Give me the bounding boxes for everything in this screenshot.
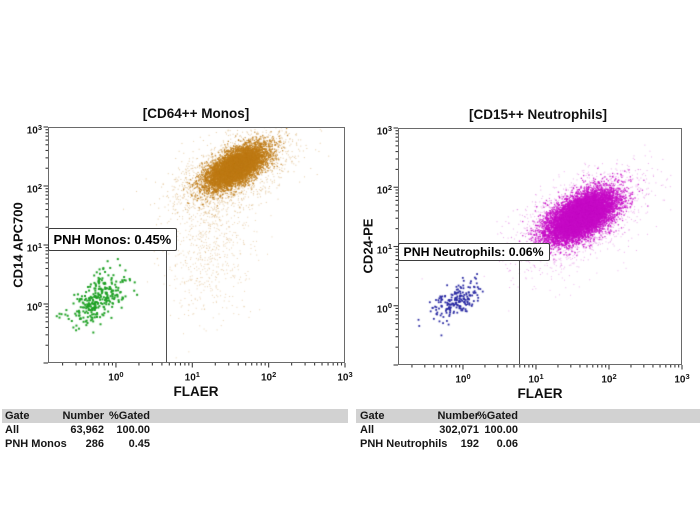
pnh-neutrophils-gate-label[interactable]: PNH Neutrophils: 0.06% xyxy=(397,243,550,262)
cell-gate-name: All xyxy=(360,424,375,436)
cell-number: 302,071 xyxy=(439,424,479,436)
table-header-row: Gate Number %Gated xyxy=(356,409,700,423)
cell-pct-gated: 100.00 xyxy=(484,424,518,436)
axis-ticks-neutrophils xyxy=(393,127,683,370)
x-tick-label: 101 xyxy=(528,371,544,386)
x-tick-label: 103 xyxy=(674,371,690,386)
x-tick-label: 102 xyxy=(260,369,277,384)
x-tick-label: 100 xyxy=(455,371,471,386)
x-tick-label: 100 xyxy=(108,369,124,384)
x-axis-label-flaer-left: FLAER xyxy=(173,384,219,399)
y-tick-label: 100 xyxy=(26,299,42,314)
axis-ticks-monos xyxy=(43,126,346,368)
plot-title-neutrophils: [CD15++ Neutrophils] xyxy=(468,107,608,122)
cell-pct-gated: 0.06 xyxy=(496,437,518,450)
y-tick-label: 102 xyxy=(376,182,392,197)
x-axis-label-flaer-right: FLAER xyxy=(517,386,563,401)
y-tick-label: 101 xyxy=(26,240,42,255)
y-tick-label: 100 xyxy=(376,301,392,316)
plot-title-monos: [CD64++ Monos] xyxy=(142,106,250,121)
table-header-row: Gate Number %Gated xyxy=(2,409,348,423)
cell-gate-name: PNH Monos xyxy=(5,437,67,450)
header-number: Number xyxy=(62,410,104,422)
y-tick-label: 102 xyxy=(26,181,42,196)
x-tick-label: 102 xyxy=(601,371,617,386)
y-tick-label: 101 xyxy=(376,242,392,256)
cell-number: 63,962 xyxy=(70,424,104,436)
cell-number: 286 xyxy=(85,437,104,450)
table-row-pnh-monos: PNH Monos 286 0.45 xyxy=(2,437,348,451)
cell-pct-gated: 0.45 xyxy=(128,437,150,450)
table-row-pnh-neutrophils: PNH Neutrophils 192 0.06 xyxy=(356,437,700,451)
y-tick-label: 103 xyxy=(26,122,42,137)
header-pct-gated: %Gated xyxy=(109,410,150,422)
cell-gate-name: PNH Neutrophils xyxy=(360,437,448,450)
cell-pct-gated: 100.00 xyxy=(116,424,150,436)
y-tick-label: 103 xyxy=(376,123,392,138)
cell-number: 192 xyxy=(460,437,479,450)
header-gate: Gate xyxy=(360,410,385,422)
cell-gate-name: All xyxy=(5,424,20,436)
header-pct-gated: %Gated xyxy=(477,410,518,422)
x-tick-label: 101 xyxy=(184,369,200,384)
header-gate: Gate xyxy=(5,410,30,422)
pnh-monos-gate-label[interactable]: PNH Monos: 0.45% xyxy=(47,227,178,251)
gate-stats-table-monos: Gate Number %Gated All 63,962 100.00 PNH… xyxy=(2,409,348,450)
table-row-all: All 302,071 100.00 xyxy=(356,423,700,437)
header-number: Number xyxy=(437,410,479,422)
gate-stats-table-neutrophils: Gate Number %Gated All 302,071 100.00 PN… xyxy=(356,409,700,450)
x-tick-label: 103 xyxy=(337,369,353,384)
table-row-all: All 63,962 100.00 xyxy=(2,423,348,437)
